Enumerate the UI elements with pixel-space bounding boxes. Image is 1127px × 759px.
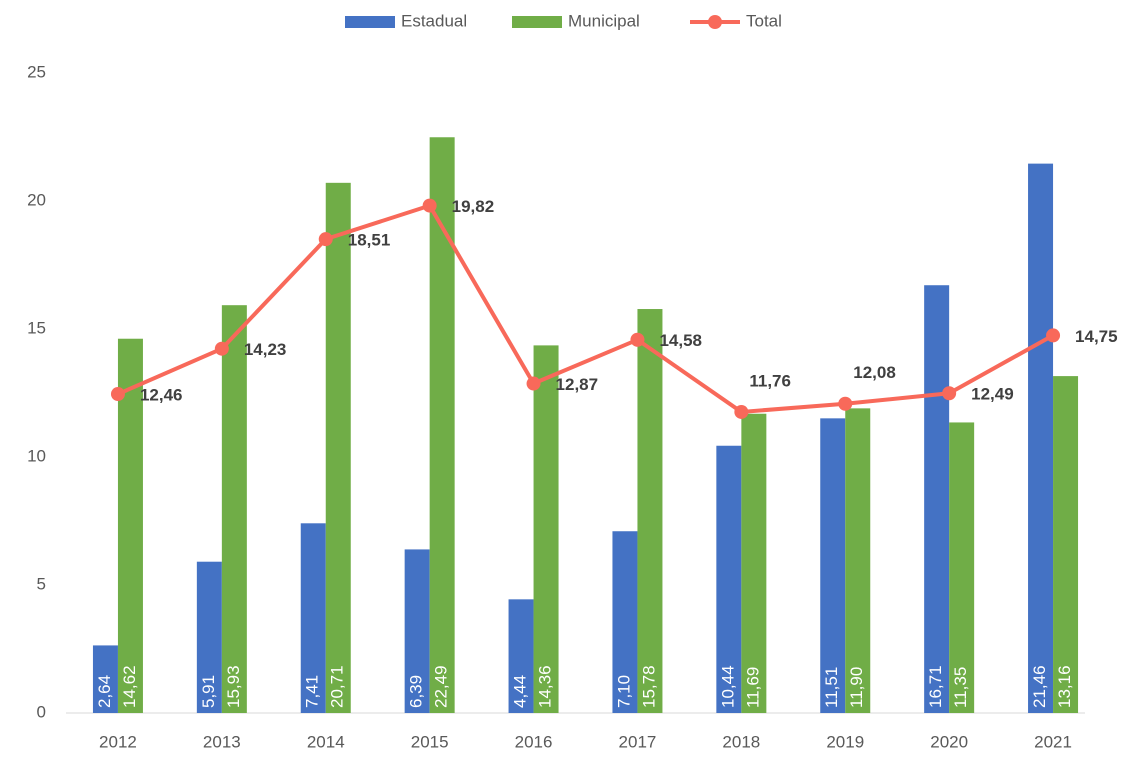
bar-value-label: 21,46 (1030, 665, 1049, 708)
line-value-label: 12,46 (140, 386, 183, 405)
line-value-label: 14,23 (244, 340, 287, 359)
line-value-label: 12,08 (853, 363, 896, 382)
bar (404, 549, 430, 713)
line-value-label: 19,82 (452, 197, 495, 216)
bar (300, 523, 326, 713)
x-tick-label: 2015 (411, 732, 449, 751)
bar-value-label: 11,69 (743, 667, 762, 708)
bar (741, 413, 767, 713)
line-marker (942, 386, 957, 401)
line-marker (734, 404, 749, 419)
line-value-label: 12,87 (556, 375, 599, 394)
line-marker (214, 341, 229, 356)
bar-value-label: 4,44 (511, 675, 530, 708)
x-tick-label: 2014 (307, 732, 345, 751)
bar (325, 182, 351, 714)
bar (637, 309, 663, 713)
y-tick-label: 15 (27, 318, 46, 337)
bar-value-label: 20,71 (328, 665, 347, 708)
legend-swatch (512, 16, 562, 28)
line-value-label: 18,51 (348, 231, 391, 250)
x-tick-label: 2020 (930, 732, 968, 751)
bar-value-label: 15,78 (639, 665, 658, 708)
bar-value-label: 14,36 (536, 665, 555, 708)
bar-value-label: 11,51 (822, 667, 841, 708)
bar (196, 561, 222, 713)
bar (949, 422, 975, 713)
legend-swatch (345, 16, 395, 28)
bar-value-label: 14,62 (120, 665, 139, 708)
y-tick-label: 0 (37, 702, 46, 721)
legend-label: Estadual (401, 11, 467, 30)
bar (845, 408, 871, 713)
bar-value-label: 10,44 (718, 665, 737, 708)
bar (820, 418, 846, 713)
bar (1028, 163, 1054, 713)
x-tick-label: 2012 (99, 732, 137, 751)
y-tick-label: 5 (37, 574, 46, 593)
x-tick-label: 2013 (203, 732, 241, 751)
line-marker (526, 376, 541, 391)
bar-value-label: 6,39 (407, 675, 426, 708)
line (117, 203, 1055, 414)
line-marker (110, 387, 125, 402)
bar (533, 345, 559, 713)
bar (1053, 376, 1079, 713)
bar-value-label: 11,35 (951, 667, 970, 708)
bar-value-label: 11,90 (847, 667, 866, 708)
bar-value-label: 7,10 (614, 675, 633, 708)
bar-value-label: 7,41 (303, 675, 322, 708)
legend-swatch (708, 15, 722, 29)
x-tick-label: 2021 (1034, 732, 1072, 751)
bar-value-label: 15,93 (224, 665, 243, 708)
line-value-label: 14,58 (659, 331, 702, 350)
x-tick-label: 2019 (826, 732, 864, 751)
y-tick-label: 20 (27, 190, 46, 209)
line-value-label: 12,49 (971, 385, 1014, 404)
line-marker (318, 232, 333, 247)
bar (429, 137, 455, 714)
legend-label: Municipal (568, 11, 640, 30)
legend-label: Total (746, 11, 782, 30)
bar (508, 599, 534, 713)
bar (716, 445, 742, 713)
bar-value-label: 22,49 (432, 665, 451, 708)
bar (924, 285, 950, 713)
line-value-label: 14,75 (1075, 327, 1118, 346)
x-tick-label: 2018 (722, 732, 760, 751)
bar (612, 531, 638, 713)
bar-value-label: 13,16 (1055, 665, 1074, 708)
line-value-label: 11,76 (749, 371, 791, 390)
bar-value-label: 2,64 (95, 675, 114, 708)
line-marker (422, 198, 437, 213)
line-marker (630, 332, 645, 347)
bar (221, 305, 247, 713)
line-marker (1046, 328, 1061, 343)
bar (92, 645, 118, 713)
bar-value-label: 5,91 (199, 675, 218, 708)
y-tick-label: 25 (27, 62, 46, 81)
x-tick-label: 2017 (619, 732, 657, 751)
bar-value-label: 16,71 (926, 665, 945, 708)
line-marker (838, 396, 853, 411)
x-tick-label: 2016 (515, 732, 553, 751)
y-tick-label: 10 (27, 446, 46, 465)
bar (117, 338, 143, 713)
